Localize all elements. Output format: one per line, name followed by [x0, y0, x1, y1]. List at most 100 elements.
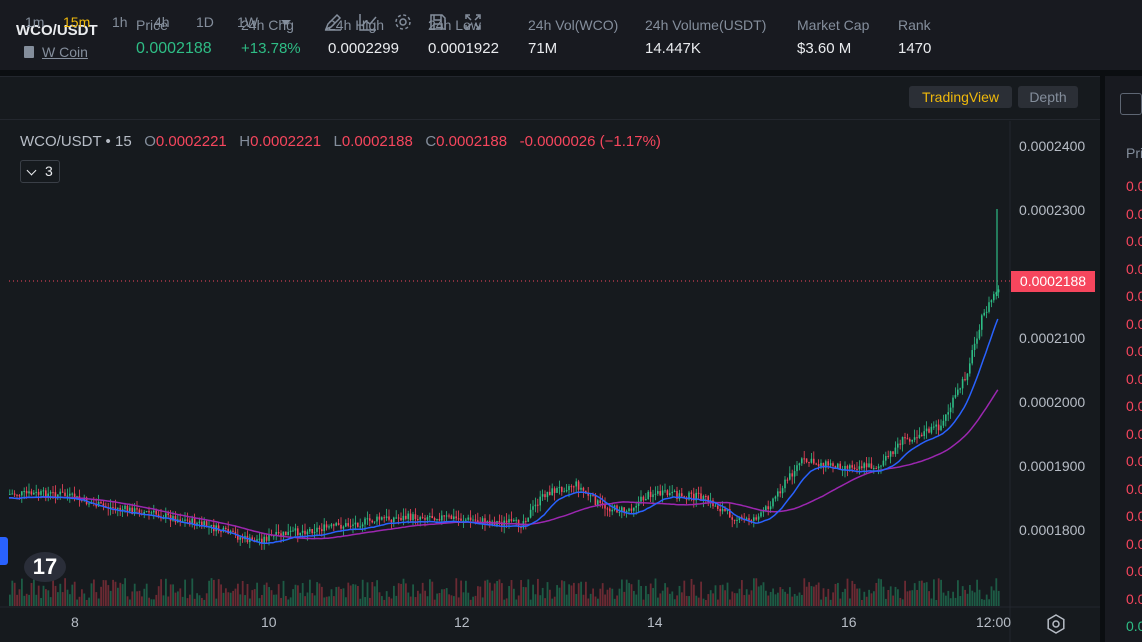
volume-bar	[817, 582, 820, 606]
orderbook-price-cell[interactable]: 0.0	[1126, 260, 1142, 277]
candle-body	[817, 464, 820, 466]
volume-bar	[467, 592, 470, 606]
depth-toggle[interactable]: Depth	[1018, 86, 1078, 108]
orderbook-price-cell[interactable]: 0.0	[1126, 508, 1142, 524]
volume-bar	[505, 598, 508, 606]
volume-bar	[916, 589, 918, 606]
candle-body	[405, 515, 407, 519]
timeframe-1m[interactable]: 1m	[25, 14, 45, 30]
volume-bar	[625, 579, 628, 606]
candle-body	[102, 503, 105, 506]
candle-body	[781, 488, 784, 494]
timeframe-15m[interactable]: 15m	[63, 14, 91, 30]
candle-body	[433, 518, 436, 521]
candle-body	[745, 518, 748, 520]
candle-body	[35, 491, 37, 493]
volume-bar	[652, 588, 654, 606]
volume-bar	[827, 588, 830, 606]
timeframe-1h[interactable]: 1h	[112, 14, 128, 30]
candle-body	[546, 491, 549, 498]
candle-body	[47, 493, 49, 498]
candle-body	[462, 520, 465, 522]
orderbook-price-cell[interactable]: 0.0	[1126, 315, 1142, 332]
volume-bar	[496, 580, 498, 606]
candle-body	[148, 511, 150, 513]
volume-bar	[645, 585, 647, 606]
orderbook-layout-icon[interactable]	[1120, 93, 1142, 115]
orderbook-price-cell[interactable]: 0.0	[1126, 205, 1142, 222]
candle-body	[261, 538, 263, 543]
orderbook-price-cell[interactable]: 0.0	[1126, 288, 1142, 304]
orderbook-price-cell[interactable]: 0.0	[1126, 590, 1142, 607]
volume-bar	[184, 579, 186, 606]
candle-body	[767, 506, 769, 510]
volume-bar	[347, 582, 350, 606]
volume-bar	[573, 582, 575, 606]
volume-bar	[582, 594, 585, 606]
volume-bar	[381, 596, 383, 606]
panel-handle[interactable]	[0, 537, 8, 565]
orderbook-price-cell[interactable]: 0.0	[1126, 233, 1142, 249]
orderbook-price-cell[interactable]: 0.0	[1126, 618, 1142, 634]
draw-pen-icon[interactable]	[322, 11, 344, 33]
coin-info-link[interactable]: W Coin	[24, 44, 88, 60]
timeframe-1w[interactable]: 1W	[237, 14, 258, 30]
volume-bar	[777, 592, 779, 606]
volume-bar	[359, 598, 362, 606]
volume-bar	[424, 590, 426, 606]
candle-body	[810, 458, 813, 463]
orderbook-price-cell[interactable]: 0.0	[1126, 398, 1142, 414]
volume-bar	[414, 597, 417, 606]
candle-body	[573, 486, 575, 488]
candle-body	[30, 491, 33, 495]
candle-body	[844, 465, 846, 470]
candle-body	[273, 535, 275, 537]
candle-body	[256, 539, 258, 543]
candle-body	[481, 518, 484, 524]
candle-body	[441, 515, 443, 521]
volume-bar	[906, 591, 909, 606]
coin-name[interactable]: W Coin	[42, 44, 88, 60]
volume-bar	[208, 580, 210, 606]
candle-body	[868, 463, 870, 468]
orderbook-price-cell[interactable]: 0.0	[1126, 563, 1142, 579]
volume-bar	[37, 585, 40, 606]
indicators-toggle[interactable]: 3	[20, 160, 60, 183]
candle-body	[537, 504, 539, 506]
candle-body	[654, 493, 657, 495]
volume-bar	[328, 596, 330, 606]
volume-bar	[976, 579, 978, 606]
volume-bar	[945, 595, 947, 606]
timeframe-1d[interactable]: 1D	[196, 14, 214, 30]
chevron-down-icon[interactable]	[275, 11, 297, 33]
settings-gear-icon[interactable]	[392, 11, 414, 33]
timeframe-4h[interactable]: 4h	[154, 14, 170, 30]
volume-bar	[599, 588, 602, 606]
volume-bar	[431, 581, 434, 606]
candle-body	[42, 490, 45, 492]
stat-market-cap: Market Cap $3.60 M	[797, 17, 869, 57]
tradingview-toggle[interactable]: TradingView	[909, 86, 1012, 108]
orderbook-price-cell[interactable]: 0.0	[1126, 480, 1142, 497]
volume-bar	[750, 590, 753, 606]
save-icon[interactable]	[427, 11, 449, 33]
volume-bar	[486, 579, 489, 606]
candle-body	[657, 491, 659, 494]
candlestick-chart[interactable]	[0, 121, 1100, 642]
candle-body	[933, 426, 935, 428]
fullscreen-icon[interactable]	[462, 11, 484, 33]
volume-bar	[150, 599, 153, 606]
orderbook-price-cell[interactable]: 0.0	[1126, 343, 1142, 359]
volume-bar	[853, 584, 856, 606]
volume-bar	[666, 587, 669, 606]
orderbook-price-cell[interactable]: 0.0	[1126, 178, 1142, 194]
orderbook-price-cell[interactable]: 0.0	[1126, 535, 1142, 552]
candle-body	[697, 492, 700, 494]
line-chart-icon[interactable]	[357, 11, 379, 33]
candle-body	[875, 468, 877, 470]
orderbook-price-cell[interactable]: 0.0	[1126, 425, 1142, 442]
chart-settings-icon[interactable]	[1045, 613, 1067, 635]
orderbook-price-cell[interactable]: 0.0	[1126, 370, 1142, 387]
volume-bar	[237, 583, 239, 606]
orderbook-price-cell[interactable]: 0.0	[1126, 453, 1142, 469]
